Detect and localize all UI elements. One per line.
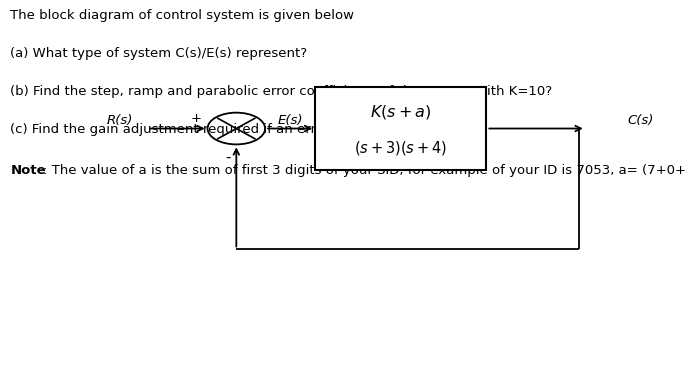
Text: -: -	[225, 150, 230, 165]
Text: R(s): R(s)	[107, 114, 133, 127]
Text: $(s+3)(s+4)$: $(s+3)(s+4)$	[354, 139, 447, 156]
Text: Note: Note	[10, 164, 46, 177]
Text: (c) Find the gain adjustment required if an error of 0.75 is desired.: (c) Find the gain adjustment required if…	[10, 123, 453, 136]
Text: (a) What type of system C(s)/E(s) represent?: (a) What type of system C(s)/E(s) repres…	[10, 47, 308, 60]
Text: (b) Find the step, ramp and parabolic error coefficients of the system with K=10: (b) Find the step, ramp and parabolic er…	[10, 85, 552, 98]
Text: +: +	[191, 113, 202, 125]
FancyBboxPatch shape	[315, 87, 486, 170]
Text: C(s): C(s)	[627, 114, 653, 127]
Text: $\it{K}(s+a)$: $\it{K}(s+a)$	[370, 103, 432, 121]
Text: The block diagram of control system is given below: The block diagram of control system is g…	[10, 9, 354, 22]
Text: : The value of a is the sum of first 3 digits of your SID, for example of your I: : The value of a is the sum of first 3 d…	[43, 164, 685, 177]
Text: E(s): E(s)	[277, 114, 303, 127]
